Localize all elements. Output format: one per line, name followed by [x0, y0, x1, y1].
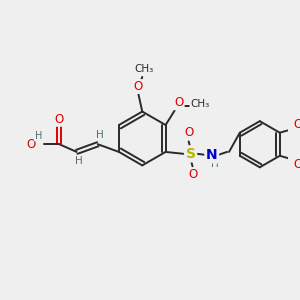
Text: CH₃: CH₃ [190, 99, 210, 109]
Text: N: N [206, 148, 218, 162]
Text: O: O [55, 113, 64, 126]
Text: O: O [26, 138, 35, 151]
Text: O: O [293, 158, 300, 171]
Text: O: O [293, 118, 300, 130]
Text: O: O [134, 80, 143, 93]
Text: CH₃: CH₃ [135, 64, 154, 74]
Text: O: O [184, 126, 193, 139]
Text: H: H [34, 130, 42, 141]
Text: O: O [174, 96, 184, 110]
Text: O: O [188, 169, 197, 182]
Text: S: S [186, 147, 196, 161]
Text: H: H [75, 156, 83, 166]
Text: H: H [211, 159, 218, 170]
Text: H: H [96, 130, 103, 140]
